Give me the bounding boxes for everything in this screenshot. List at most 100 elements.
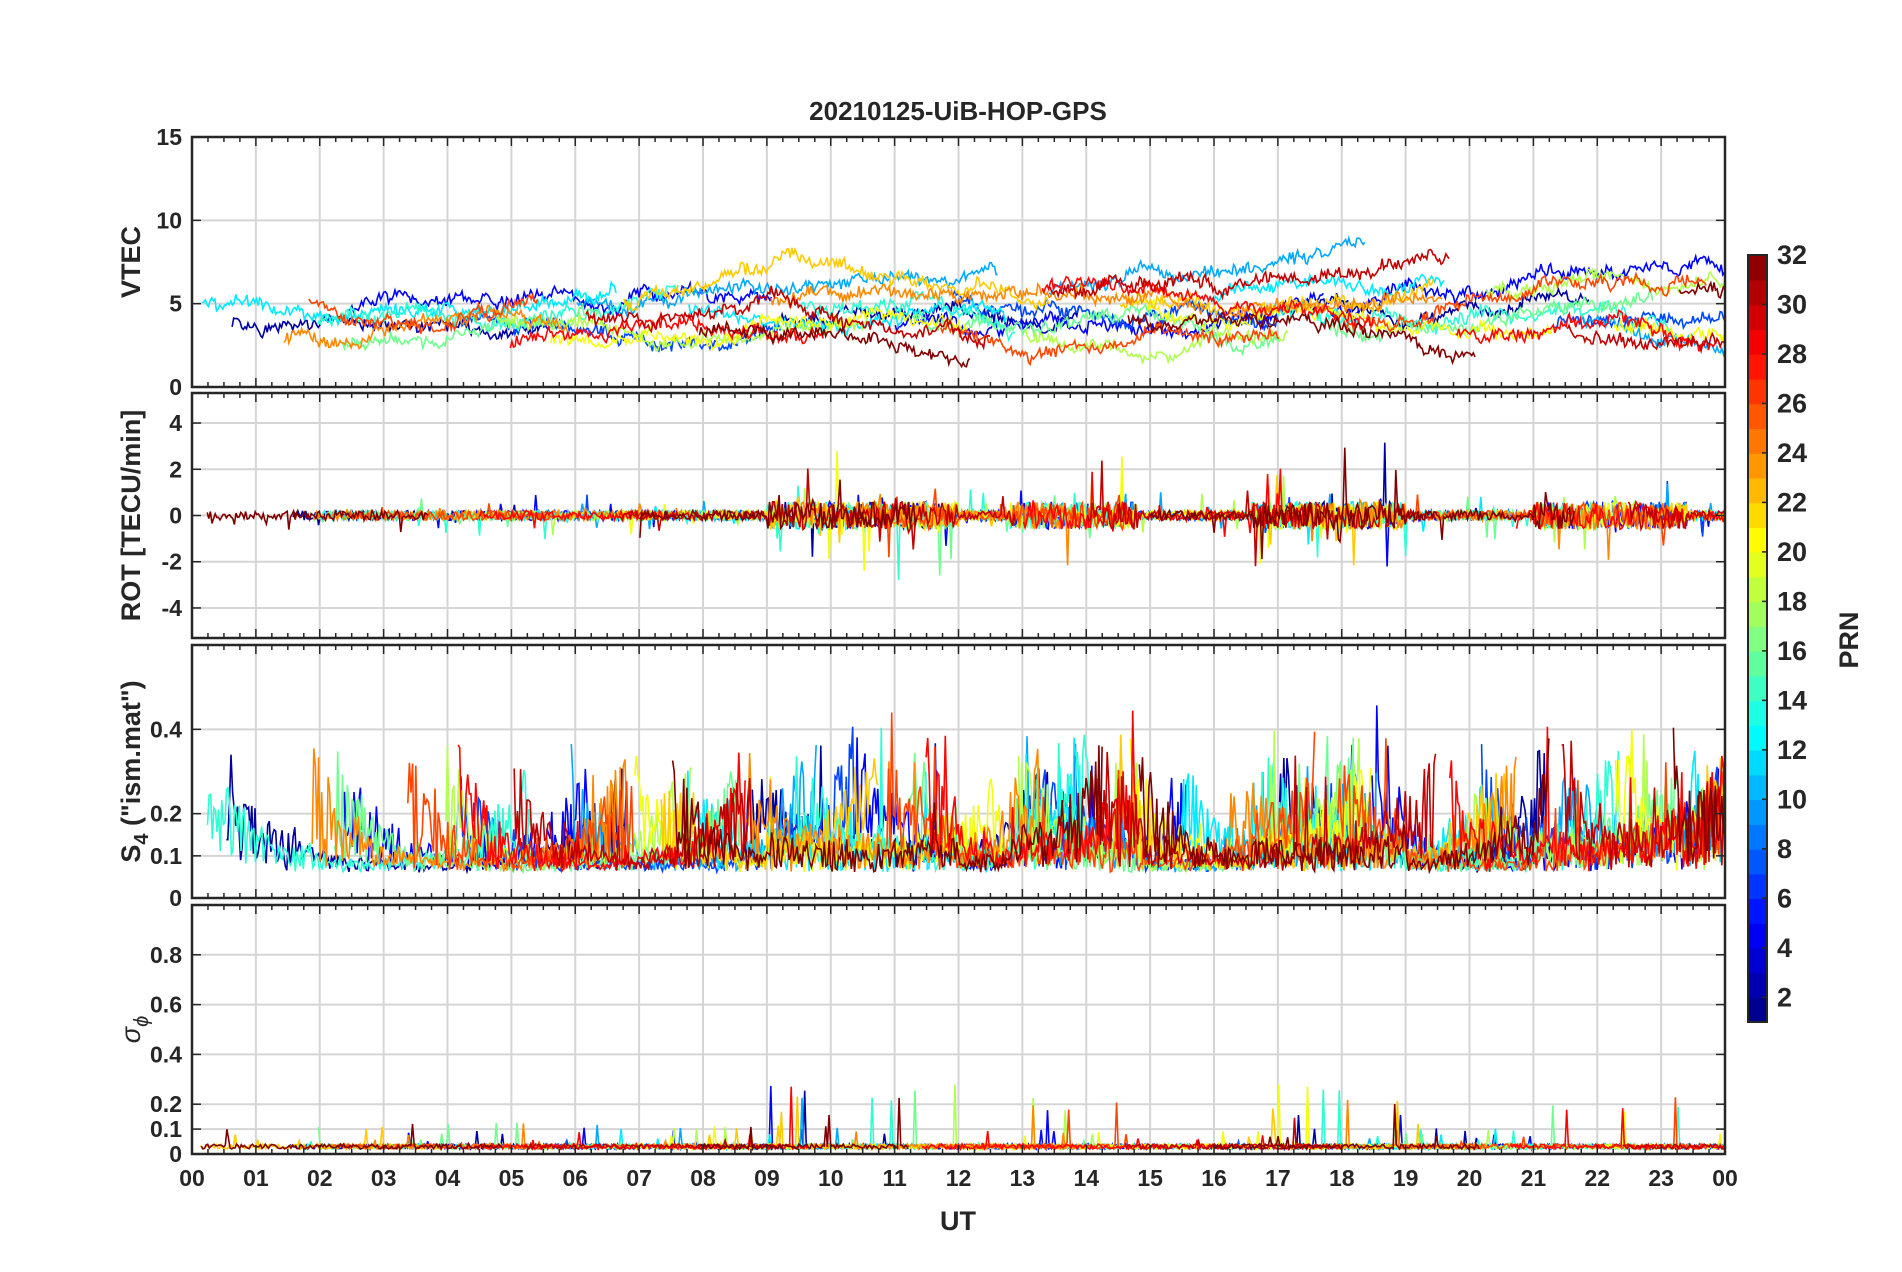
x-tick-label: 05	[499, 1165, 525, 1191]
y-tick-label: 0.2	[150, 801, 182, 827]
series-prn-30	[1622, 1142, 1725, 1151]
series-prn-26	[308, 292, 539, 335]
colorbar-segment	[1748, 700, 1767, 726]
colorbar-tick-label: 20	[1777, 537, 1807, 567]
y-axis-label: S4 ("ism.mat")	[116, 680, 153, 862]
series-group	[206, 705, 1725, 875]
colorbar-segment	[1748, 848, 1767, 875]
y-axis-label-suffix: ("ism.mat")	[116, 680, 146, 833]
y-axis-label-main: σ	[116, 1025, 146, 1043]
y-axis-label: VTEC	[116, 226, 146, 298]
x-tick-label: 17	[1265, 1165, 1291, 1191]
series-prn-14	[799, 290, 1016, 343]
colorbar-segment	[1748, 279, 1767, 306]
colorbar-segment	[1748, 675, 1767, 702]
series-prn-30	[1086, 460, 1437, 567]
y-tick-label: 15	[156, 124, 182, 150]
x-tick-label: 03	[371, 1165, 397, 1191]
y-tick-label: 0.6	[150, 992, 182, 1018]
series-prn-26	[1343, 271, 1707, 333]
colorbar-segment	[1748, 725, 1767, 751]
series-prn-24	[770, 281, 1207, 315]
x-tick-label: 09	[754, 1165, 780, 1191]
colorbar-tick-label: 28	[1777, 339, 1807, 369]
y-tick-label: 0	[169, 374, 182, 400]
series-group	[199, 1084, 1725, 1152]
colorbar-segment	[1748, 403, 1767, 429]
x-tick-label: 06	[562, 1165, 588, 1191]
series-prn-12	[201, 280, 617, 327]
colorbar-frame	[1747, 254, 1768, 1023]
series-prn-24	[1231, 290, 1443, 319]
colorbar-tick-label: 4	[1777, 933, 1792, 963]
x-tick-label: 04	[435, 1165, 461, 1191]
colorbar-tick-label: 32	[1777, 240, 1807, 270]
series-prn-32	[698, 319, 971, 369]
colorbar-segment	[1748, 477, 1767, 504]
series-prn-32	[1672, 727, 1725, 864]
y-tick-label: 0.8	[150, 942, 182, 968]
colorbar-segment	[1748, 452, 1767, 479]
colorbar-segment	[1748, 601, 1767, 627]
y-tick-label: 0.2	[150, 1091, 182, 1117]
colorbar-segment	[1748, 255, 1767, 281]
y-tick-label: 0	[169, 885, 182, 911]
colorbar-tick-label: 10	[1777, 784, 1807, 814]
colorbar-segment	[1748, 353, 1767, 380]
y-axis-label: σϕ	[116, 1016, 153, 1043]
series-prn-18	[1023, 324, 1289, 365]
x-tick-label: 07	[626, 1165, 652, 1191]
x-tick-label: 23	[1648, 1165, 1674, 1191]
panel-vtec: 0 5 10 15 VTEC	[116, 124, 1727, 400]
x-tick-label: 01	[243, 1165, 269, 1191]
series-prn-32	[1138, 738, 1550, 875]
series-group	[206, 442, 1725, 581]
colorbar-label: PRN	[1834, 611, 1864, 668]
series-prn-14	[1267, 299, 1672, 335]
series-prn-28	[1455, 309, 1716, 352]
series-prn-32	[1127, 311, 1476, 366]
y-axis-label-sub: 4	[131, 833, 153, 845]
colorbar-segment	[1748, 774, 1767, 801]
y-tick-label: 2	[169, 456, 182, 482]
colorbar-segment	[1748, 824, 1767, 850]
x-tick-label: 12	[946, 1165, 972, 1191]
series-prn-30	[1561, 738, 1725, 870]
x-tick-label: 19	[1393, 1165, 1419, 1191]
panel-rot: -4 -2 0 2 4 ROT [TECU/min]	[116, 391, 1727, 640]
x-tick-label: 14	[1073, 1165, 1099, 1191]
series-prn-32	[698, 1097, 909, 1152]
colorbar-segment	[1748, 551, 1767, 578]
x-tick-label: 08	[690, 1165, 716, 1191]
colorbar-segment	[1748, 576, 1767, 603]
chart-title: 20210125-UiB-HOP-GPS	[809, 96, 1107, 126]
series-prn-30	[619, 468, 1017, 550]
colorbar-segment	[1748, 626, 1767, 652]
colorbar-tick-label: 12	[1777, 735, 1807, 765]
colorbar-segment	[1748, 304, 1767, 331]
series-prn-30	[585, 285, 991, 351]
colorbar-tick-label: 14	[1777, 685, 1807, 715]
series-prn-26	[940, 319, 1280, 367]
colorbar-segment	[1748, 650, 1767, 677]
y-tick-label: 0	[169, 503, 182, 529]
series-prn-32	[1149, 447, 1576, 560]
series-group	[201, 235, 1725, 369]
y-axis-label-main: S	[116, 845, 146, 863]
series-prn-22	[660, 758, 879, 871]
colorbar-tick-label: 16	[1777, 636, 1807, 666]
colorbar-segment	[1748, 972, 1767, 999]
series-prn-32	[1214, 1103, 1481, 1152]
x-tick-label: 00	[1712, 1165, 1738, 1191]
series-prn-30	[1098, 751, 1437, 871]
series-prn-10	[1581, 313, 1725, 358]
y-tick-label: 0.1	[150, 843, 182, 869]
colorbar-tick-label: 18	[1777, 586, 1807, 616]
colorbar-segment	[1748, 997, 1767, 1023]
series-prn-20	[550, 306, 969, 352]
colorbar-segment	[1748, 923, 1767, 949]
colorbar-tick-label: 30	[1777, 289, 1807, 319]
colorbar-segment	[1748, 898, 1767, 924]
